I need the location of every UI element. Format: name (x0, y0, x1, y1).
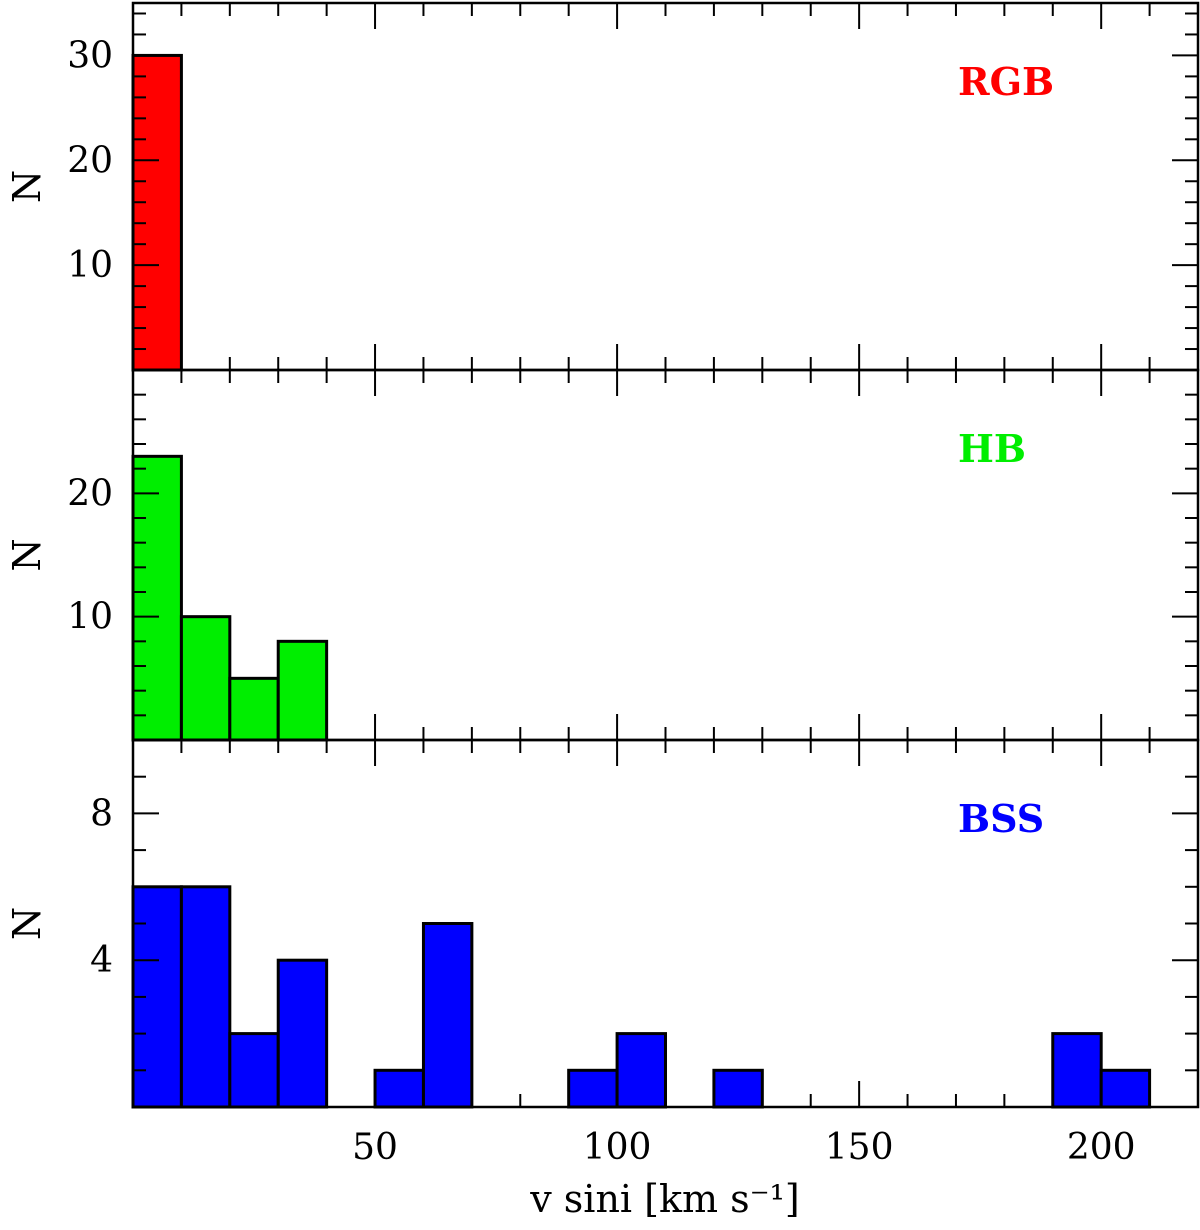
panel-label-rgb: RGB (958, 59, 1054, 104)
bar-bss-3 (276, 958, 329, 1109)
bar-hb-0 (131, 454, 183, 742)
bar-hb-3 (276, 639, 329, 742)
y-tick-label: 10 (67, 597, 113, 638)
y-axis-title: N (5, 538, 49, 571)
bar-bss-6 (567, 1068, 619, 1109)
y-tick-label: 20 (67, 473, 113, 514)
bar-bss-1 (179, 885, 232, 1109)
bar-hb-1 (179, 615, 232, 742)
bar-bss-7 (615, 1032, 667, 1109)
y-axis-title: N (5, 170, 49, 203)
bar-rgb-0 (131, 53, 183, 372)
bar-bss-5 (421, 922, 474, 1109)
x-tick-label: 150 (825, 1127, 894, 1168)
panel-hb: 10 20 N HB (5, 368, 1200, 742)
y-tick-label: 30 (67, 35, 113, 76)
panel-bss: 4 8 N BSS 50 100 150 200 (5, 738, 1200, 1168)
y-tick-label: 8 (90, 793, 113, 834)
y-tick-label: 10 (67, 245, 113, 286)
x-tick-label: 50 (352, 1127, 398, 1168)
bar-bss-2 (228, 1032, 280, 1109)
bar-hb-2 (228, 676, 280, 742)
y-tick-label: 20 (67, 140, 113, 181)
panel-label-bss: BSS (958, 796, 1044, 841)
panel-label-hb: HB (958, 426, 1026, 471)
panel-rgb: 10 20 30 N RGB (5, 1, 1200, 372)
x-axis-title-main: v sini [km s⁻¹] (529, 1177, 800, 1221)
y-tick-label: 4 (90, 940, 113, 981)
y-axis-title: N (5, 907, 49, 940)
bar-bss-4 (373, 1068, 425, 1109)
x-axis-title: v sini [km s⁻¹] (529, 1177, 800, 1221)
x-tick-label: 200 (1067, 1127, 1136, 1168)
bar-bss-8 (712, 1068, 764, 1109)
bar-bss-10 (1099, 1068, 1152, 1109)
bar-bss-9 (1051, 1032, 1103, 1109)
x-tick-label: 100 (583, 1127, 652, 1168)
